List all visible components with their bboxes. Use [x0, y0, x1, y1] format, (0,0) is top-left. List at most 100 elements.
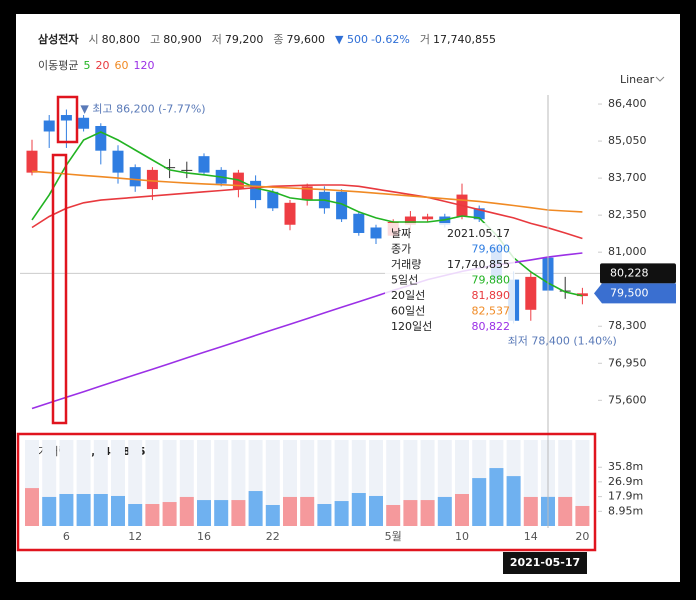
y-tick-label: 76,950 [608, 356, 647, 369]
tooltip-value: 80,822 [472, 320, 511, 333]
header-field: -0.62% [371, 33, 410, 46]
tooltip-label: 20일선 [391, 288, 425, 302]
volume-bar [437, 496, 452, 526]
volume-bar [369, 495, 383, 526]
header-field: 거 [420, 33, 430, 46]
header-field: 79,600 [286, 33, 325, 46]
candle-body [112, 150, 124, 173]
candle-body [26, 150, 38, 173]
annotation: 최저 78,400 (1.40%) [508, 335, 617, 348]
candle-body [559, 290, 571, 292]
volume-column-bg [575, 440, 590, 526]
volume-bar [248, 491, 263, 526]
last-price-box [594, 283, 676, 304]
crosshair-date: 2021-05-17 [510, 556, 580, 569]
candle-body [370, 227, 382, 239]
candle-body [78, 117, 90, 129]
header-field: 저 [212, 33, 222, 46]
x-tick-label: 10 [455, 530, 469, 543]
candle-body [301, 186, 313, 201]
crosshair-price-box [600, 263, 676, 284]
volume-bar [334, 501, 349, 526]
annotation: ▼ 최고 86,200 (-7.77%) [80, 103, 205, 116]
header-field: 종 [273, 33, 283, 46]
header-field: 79,200 [225, 33, 264, 46]
y-tick-label: 78,300 [608, 319, 647, 332]
x-tick-label: 12 [128, 530, 142, 543]
y-tick-label: 81,000 [608, 245, 647, 258]
volume-bar [558, 496, 573, 526]
header-field: 80,800 [102, 33, 141, 46]
volume-bar [25, 488, 39, 526]
volume-bar [420, 500, 435, 526]
volume-y-tick-label: 26.9m [608, 475, 643, 488]
tooltip-label: 날짜 [391, 227, 411, 240]
candle-body [576, 293, 588, 297]
y-tick-label: 83,700 [608, 171, 647, 184]
candle-body [43, 120, 55, 132]
candle-body [250, 180, 262, 201]
volume-bar [472, 478, 487, 526]
y-tick-label: 85,050 [608, 134, 647, 147]
volume-bar [162, 502, 177, 526]
volume-bar [523, 496, 538, 526]
volume-bar [283, 496, 297, 526]
tooltip-value: 82,537 [472, 305, 511, 318]
y-tick-label: 86,400 [608, 97, 647, 110]
x-tick-label: 5월 [385, 530, 402, 543]
volume-bar [351, 493, 366, 526]
highlight-box [56, 95, 79, 144]
tooltip-value: 17,740,855 [447, 258, 510, 271]
header-field: 시 [88, 33, 98, 46]
tooltip-label: 종가 [391, 243, 411, 256]
volume-bar [42, 496, 57, 526]
x-tick-label: 16 [197, 530, 211, 543]
ma-label: 이동평균 [38, 59, 78, 72]
tooltip-value: 2021.05.17 [447, 227, 510, 240]
volume-bar [231, 500, 246, 526]
tooltip-bg [385, 223, 515, 337]
ma-legend-entry: 60 [114, 59, 128, 72]
tooltip-value: 79,600 [472, 243, 511, 256]
volume-column-bg [386, 440, 401, 526]
volume-bar [111, 495, 125, 526]
tooltip-value: 79,880 [472, 274, 511, 287]
candle-body [284, 202, 296, 225]
volume-bar [455, 493, 469, 526]
candle-body [198, 156, 210, 173]
x-tick-label: 20 [575, 530, 589, 543]
candle-body [60, 115, 72, 121]
volume-y-tick-label: 35.8m [608, 460, 643, 473]
highlight-box [51, 153, 68, 425]
candle-body [146, 169, 158, 190]
volume-column-bg [265, 440, 280, 526]
x-tick-label: 22 [266, 530, 280, 543]
header-field: 17,740,855 [433, 33, 496, 46]
tooltip-label: 120일선 [391, 319, 432, 333]
volume-bar [145, 504, 160, 526]
volume-bar [59, 493, 74, 526]
ma-legend: 이동평균 5 20 60 120 [38, 59, 154, 72]
candle-body [267, 191, 279, 209]
header-field: ▼ 500 [335, 33, 368, 46]
scale-mode[interactable]: Linear [620, 73, 655, 86]
candle-body [164, 167, 176, 169]
volume-bar [128, 504, 143, 526]
volume-bar [265, 504, 280, 526]
volume-bar [386, 504, 401, 526]
volume-bar [76, 493, 91, 526]
candle-body [181, 169, 193, 171]
volume-y-tick-label: 17.9m [608, 490, 643, 503]
ma-legend-entry: 120 [133, 59, 154, 72]
volume-bar [300, 496, 315, 526]
ma-legend-entry: 20 [95, 59, 109, 72]
volume-title-value: 17,740,855 [76, 445, 146, 458]
x-tick-label: 14 [524, 530, 538, 543]
volume-bar [197, 500, 211, 526]
candle-body [336, 191, 348, 220]
candle-body [525, 276, 537, 310]
volume-bar [489, 468, 504, 526]
ma-legend-entry: 5 [83, 59, 90, 72]
dropdown-icon[interactable] [655, 76, 665, 82]
